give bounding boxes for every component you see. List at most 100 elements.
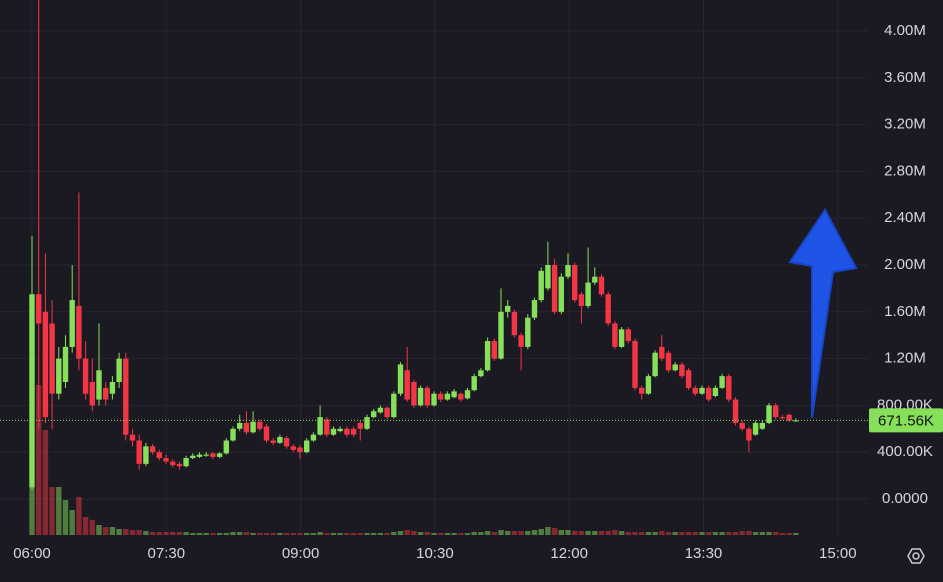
volume-bar — [49, 487, 55, 535]
candle-body — [759, 422, 765, 429]
candle-body — [578, 294, 585, 306]
candle-body — [149, 446, 156, 453]
volume-bar — [639, 532, 645, 535]
volume-bar — [270, 533, 276, 535]
volume-bar — [525, 531, 531, 535]
candle-body — [444, 393, 451, 400]
volume-bar — [290, 533, 296, 535]
candle-body — [223, 440, 229, 454]
volume-bar — [56, 487, 62, 535]
volume-bar — [257, 533, 263, 535]
volume-bar — [484, 531, 491, 535]
volume-bar — [592, 531, 598, 535]
volume-bar — [417, 532, 424, 535]
volume-bar — [491, 532, 497, 535]
volume-bar — [129, 530, 136, 535]
candle-body — [411, 382, 417, 406]
candle-body — [210, 453, 216, 457]
volume-bar — [304, 533, 310, 535]
volume-bar — [424, 532, 430, 535]
candle-body — [257, 421, 263, 429]
volume-bar — [431, 533, 437, 535]
candle-body — [404, 370, 410, 400]
candle-body — [176, 463, 183, 467]
candle-body — [505, 305, 511, 312]
volume-bar — [625, 532, 631, 535]
settings-icon[interactable] — [907, 548, 925, 564]
candle-body — [518, 335, 524, 347]
volume-bar — [324, 533, 330, 535]
volume-bar — [391, 532, 397, 535]
candle-body — [391, 393, 397, 418]
candle-body — [565, 265, 571, 277]
last-price-tag — [869, 408, 943, 433]
candle-body — [773, 405, 779, 418]
candle-body — [652, 352, 658, 377]
volume-bar — [216, 533, 223, 535]
candle-body — [424, 387, 430, 406]
volume-bar — [210, 533, 216, 535]
volume-bar — [464, 533, 471, 535]
candle-body — [76, 305, 82, 359]
candle-body — [62, 346, 69, 383]
candle-body — [732, 399, 739, 423]
volume-bar — [572, 531, 578, 535]
y-tick-label: 2.00M — [884, 256, 926, 273]
x-tick-label: 15:00 — [819, 545, 857, 562]
volume-bar — [223, 533, 229, 535]
volume-bar — [149, 532, 156, 535]
candle-body — [136, 440, 142, 464]
candle-body — [277, 436, 283, 443]
candle-body — [605, 294, 611, 324]
volume-bar — [793, 533, 799, 535]
candle-body — [625, 329, 631, 342]
volume-bar — [29, 487, 35, 535]
y-tick-label: 0.0000 — [882, 490, 928, 507]
candle-body — [89, 382, 95, 406]
candle-body — [324, 419, 330, 435]
candle-body — [699, 387, 705, 394]
axes: 0.0000400.00K800.00K1.20M1.60M2.00M2.40M… — [0, 22, 943, 562]
volume-bar — [89, 520, 95, 535]
volume-bar — [706, 532, 712, 535]
candle-body — [196, 454, 203, 457]
volume-bar — [143, 531, 149, 535]
candle-body — [692, 387, 698, 394]
candle-body — [384, 407, 390, 418]
x-tick-label: 06:00 — [13, 545, 51, 562]
volume-bar — [652, 532, 658, 535]
candle-body — [498, 311, 504, 359]
candle-body — [143, 446, 149, 464]
volume-bar — [438, 533, 444, 535]
candle-body — [545, 265, 551, 289]
volume-bar — [752, 532, 759, 535]
volume-bar — [726, 532, 732, 535]
volume-bar — [237, 532, 243, 535]
candle-body — [304, 440, 310, 453]
candle-body — [551, 265, 558, 312]
volume-bar — [371, 533, 377, 535]
volume-bar — [404, 530, 410, 535]
volume-bar — [505, 531, 511, 535]
settings-hexagon — [907, 548, 925, 564]
volume-bar — [377, 533, 384, 535]
volume-bar — [263, 533, 270, 535]
y-tick-label: 2.40M — [884, 209, 926, 226]
volume-bar — [779, 533, 786, 535]
candle-body — [417, 387, 424, 406]
volume-bar — [578, 531, 585, 535]
volume-bar — [712, 532, 719, 535]
candle-body — [491, 341, 497, 359]
candle-body — [163, 458, 169, 462]
volume-bar — [659, 531, 665, 535]
y-tick-label: 2.80M — [884, 162, 926, 179]
volume-bar — [277, 533, 283, 535]
candle-body — [203, 454, 209, 456]
volume-bar — [632, 532, 638, 535]
volume-bar — [250, 533, 256, 535]
candle-layer — [29, 0, 799, 490]
candle-body — [109, 382, 116, 394]
volume-bar — [36, 385, 42, 535]
volume-bar — [183, 532, 189, 535]
volume-bar — [665, 532, 672, 535]
